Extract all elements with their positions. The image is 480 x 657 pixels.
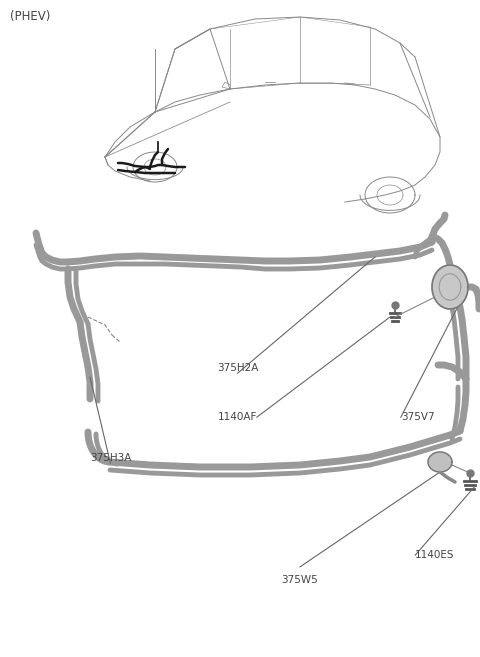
Text: 1140AF: 1140AF (217, 412, 257, 422)
Text: (PHEV): (PHEV) (10, 10, 50, 23)
Polygon shape (432, 265, 468, 309)
Text: 375W5: 375W5 (282, 575, 318, 585)
Text: 375H3A: 375H3A (90, 453, 131, 463)
Text: 375H2A: 375H2A (217, 363, 258, 373)
Text: 1140ES: 1140ES (415, 550, 455, 560)
Text: 375V7: 375V7 (401, 412, 434, 422)
Polygon shape (428, 452, 452, 472)
